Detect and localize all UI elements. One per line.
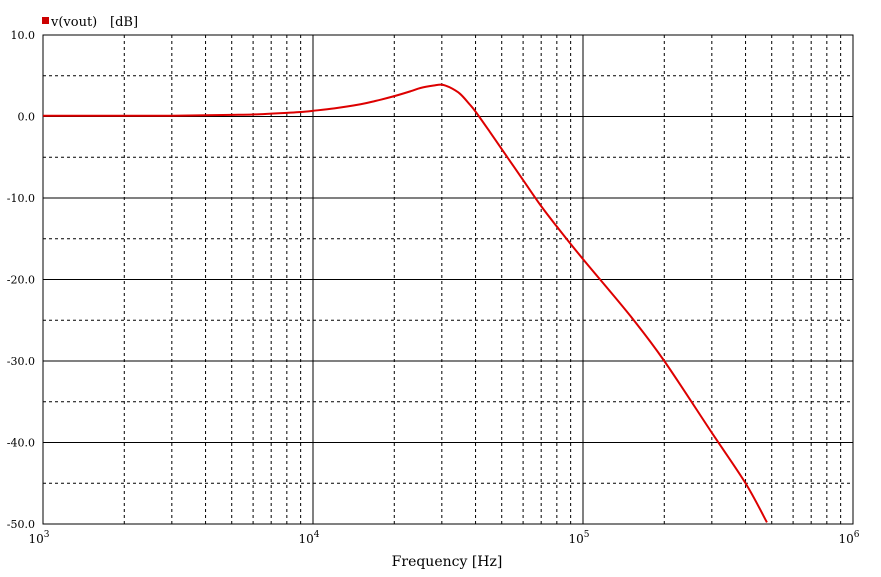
y-tick-label: -50.0 <box>7 518 35 531</box>
y-tick-label: -40.0 <box>7 437 35 450</box>
y-tick-label: 0.0 <box>18 111 36 124</box>
y-tick-label: -10.0 <box>7 192 35 205</box>
legend-label: v(vout) <box>50 15 97 30</box>
x-tick-label: 103 <box>28 530 49 546</box>
x-tick-label: 104 <box>298 530 319 546</box>
legend-marker <box>42 17 49 24</box>
x-axis-title: Frequency [Hz] <box>392 554 503 570</box>
y-tick-label: -20.0 <box>7 274 35 287</box>
x-axis-ticks: 103 104 105 106 <box>28 530 859 546</box>
y-tick-label: -30.0 <box>7 355 35 368</box>
y-axis-ticks: 10.0 0.0 -10.0 -20.0 -30.0 -40.0 -50.0 <box>7 29 35 531</box>
series-line-vout <box>43 83 768 523</box>
legend: v(vout) [dB] <box>42 15 138 30</box>
y-tick-label: 10.0 <box>11 29 36 42</box>
grid <box>42 34 853 525</box>
x-tick-label: 105 <box>568 530 589 546</box>
legend-unit: [dB] <box>110 15 138 30</box>
x-tick-label: 106 <box>838 530 859 546</box>
plot-border <box>42 34 854 525</box>
